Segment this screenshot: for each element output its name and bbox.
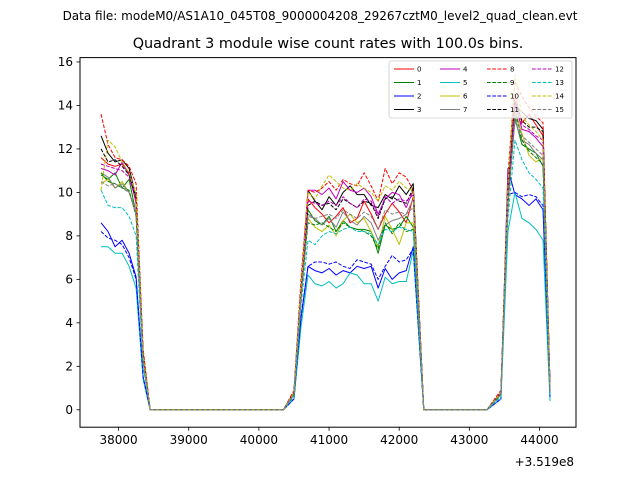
y-tick-label: 2 bbox=[65, 360, 73, 374]
y-tick-label: 10 bbox=[58, 186, 73, 200]
legend-label-3: 3 bbox=[417, 106, 421, 114]
series-line-2 bbox=[100, 167, 551, 411]
legend-label-2: 2 bbox=[417, 93, 421, 101]
series-line-8 bbox=[100, 81, 551, 411]
series-line-5 bbox=[101, 191, 551, 411]
x-tick-label: 38000 bbox=[99, 433, 137, 447]
x-axis: 38000 39000 40000 41000 42000 43000 44000 bbox=[99, 427, 559, 447]
axes-frame bbox=[79, 57, 577, 428]
legend-label-4: 4 bbox=[463, 66, 468, 74]
legend-label-13: 13 bbox=[555, 79, 564, 87]
series-line-7 bbox=[100, 120, 551, 411]
x-tick-label: 43000 bbox=[450, 433, 488, 447]
series-line-6 bbox=[100, 109, 551, 411]
legend-box bbox=[388, 60, 573, 119]
figure-suptitle: Data file: modeM0/AS1A10_045T08_90000042… bbox=[63, 9, 578, 23]
legend-label-10: 10 bbox=[510, 93, 519, 101]
y-tick-label: 14 bbox=[58, 99, 73, 113]
legend-label-5: 5 bbox=[463, 79, 467, 87]
legend-label-15: 15 bbox=[555, 106, 564, 114]
series-line-4 bbox=[100, 102, 551, 411]
series-line-9 bbox=[100, 109, 551, 411]
y-tick-label: 4 bbox=[65, 316, 73, 330]
x-axis-offset-label: +3.519e8 bbox=[515, 455, 574, 469]
legend-label-0: 0 bbox=[417, 66, 421, 74]
legend-label-7: 7 bbox=[463, 106, 467, 114]
y-tick-label: 12 bbox=[58, 142, 73, 156]
series-line-11 bbox=[100, 100, 551, 411]
y-axis: 0 2 4 6 8 10 12 14 16 bbox=[58, 55, 80, 417]
y-tick-label: 8 bbox=[65, 229, 73, 243]
legend-label-9: 9 bbox=[510, 79, 514, 87]
chart-title: Quadrant 3 module wise count rates with … bbox=[133, 36, 524, 52]
legend-label-6: 6 bbox=[463, 93, 468, 101]
y-tick-label: 6 bbox=[65, 273, 73, 287]
y-tick-label: 0 bbox=[65, 403, 73, 417]
series-line-0 bbox=[100, 94, 551, 411]
y-tick-label: 16 bbox=[58, 55, 73, 69]
x-tick-label: 41000 bbox=[310, 433, 348, 447]
series-line-15 bbox=[100, 115, 551, 411]
x-tick-label: 42000 bbox=[380, 433, 418, 447]
legend-label-14: 14 bbox=[555, 93, 564, 101]
plot-lines bbox=[100, 74, 551, 411]
legend-label-1: 1 bbox=[417, 79, 421, 87]
series-line-10 bbox=[100, 191, 551, 411]
legend-label-11: 11 bbox=[510, 106, 519, 114]
series-line-1 bbox=[100, 117, 551, 411]
x-tick-label: 40000 bbox=[240, 433, 278, 447]
series-line-12 bbox=[100, 104, 551, 411]
legend-label-12: 12 bbox=[555, 66, 564, 74]
x-tick-label: 44000 bbox=[520, 433, 558, 447]
x-tick-label: 39000 bbox=[170, 433, 208, 447]
series-line-3 bbox=[100, 104, 551, 411]
series-line-14 bbox=[100, 74, 551, 411]
legend-label-8: 8 bbox=[510, 66, 514, 74]
